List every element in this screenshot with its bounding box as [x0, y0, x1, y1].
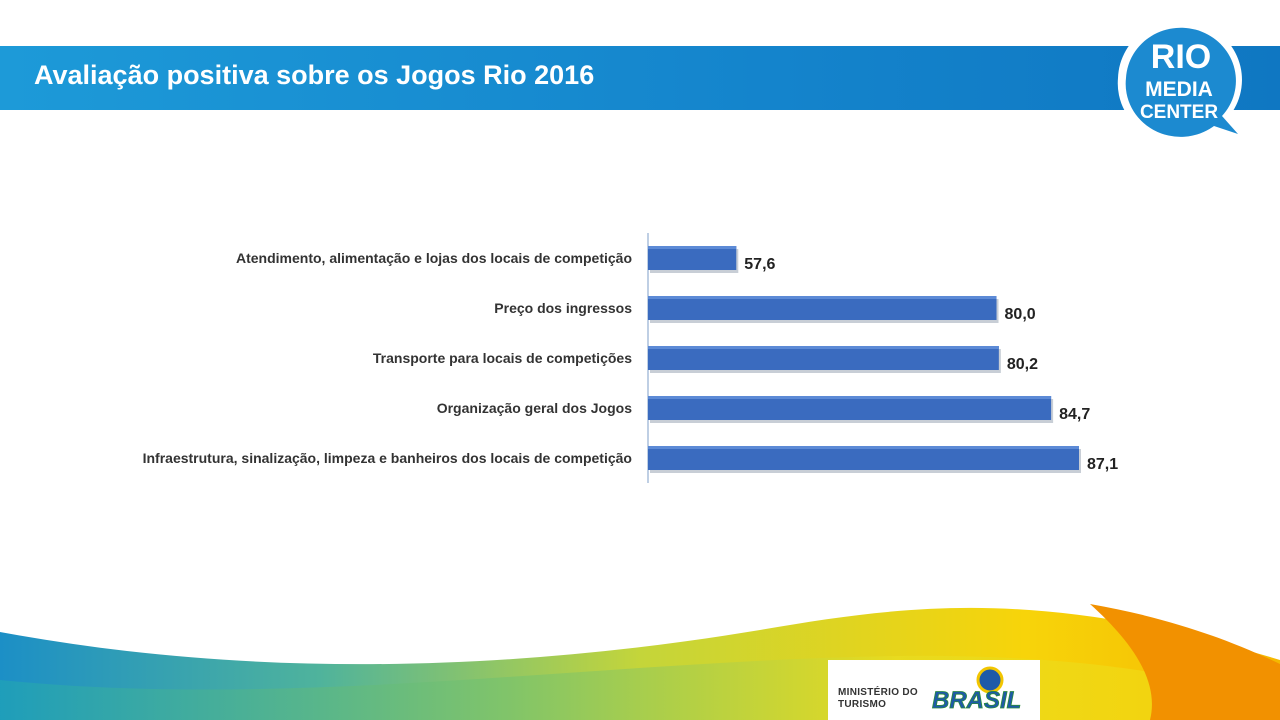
rio-media-center-logo: RIO MEDIA CENTER	[1098, 8, 1258, 158]
data-label: 84,7	[1059, 406, 1090, 423]
page-title: Avaliação positiva sobre os Jogos Rio 20…	[34, 60, 595, 90]
bar	[648, 396, 1052, 420]
footer-waves	[0, 604, 1280, 720]
bar-highlight	[648, 396, 1052, 399]
bar-highlight	[648, 296, 997, 299]
data-label: 87,1	[1087, 456, 1118, 473]
bar-highlight	[648, 346, 999, 349]
bar	[648, 296, 997, 320]
bar-highlight	[648, 246, 737, 249]
bar-highlight	[648, 446, 1079, 449]
logo-rio-text: RIO	[1151, 38, 1211, 76]
data-label: 57,6	[744, 256, 775, 273]
brasil-wordmark: BRASIL	[932, 687, 1021, 714]
bar	[648, 246, 737, 270]
data-label: 80,2	[1007, 356, 1038, 373]
category-label: Preço dos ingressos	[494, 300, 632, 316]
logo-center-text: CENTER	[1140, 102, 1218, 123]
header-band	[0, 46, 1280, 110]
data-label: 80,0	[1005, 306, 1036, 323]
category-label: Organização geral dos Jogos	[437, 400, 632, 416]
ministerio-turismo-logo: MINISTÉRIO DO TURISMO BRASIL	[838, 666, 1022, 714]
category-label: Atendimento, alimentação e lojas dos loc…	[236, 250, 632, 266]
bar	[648, 446, 1079, 470]
category-label: Infraestrutura, sinalização, limpeza e b…	[143, 450, 632, 466]
category-label: Transporte para locais de competições	[373, 350, 632, 366]
bar	[648, 346, 999, 370]
ministry-line2: TURISMO	[838, 699, 886, 710]
ministry-line1: MINISTÉRIO DO	[838, 685, 918, 698]
logo-media-text: MEDIA	[1145, 78, 1213, 101]
